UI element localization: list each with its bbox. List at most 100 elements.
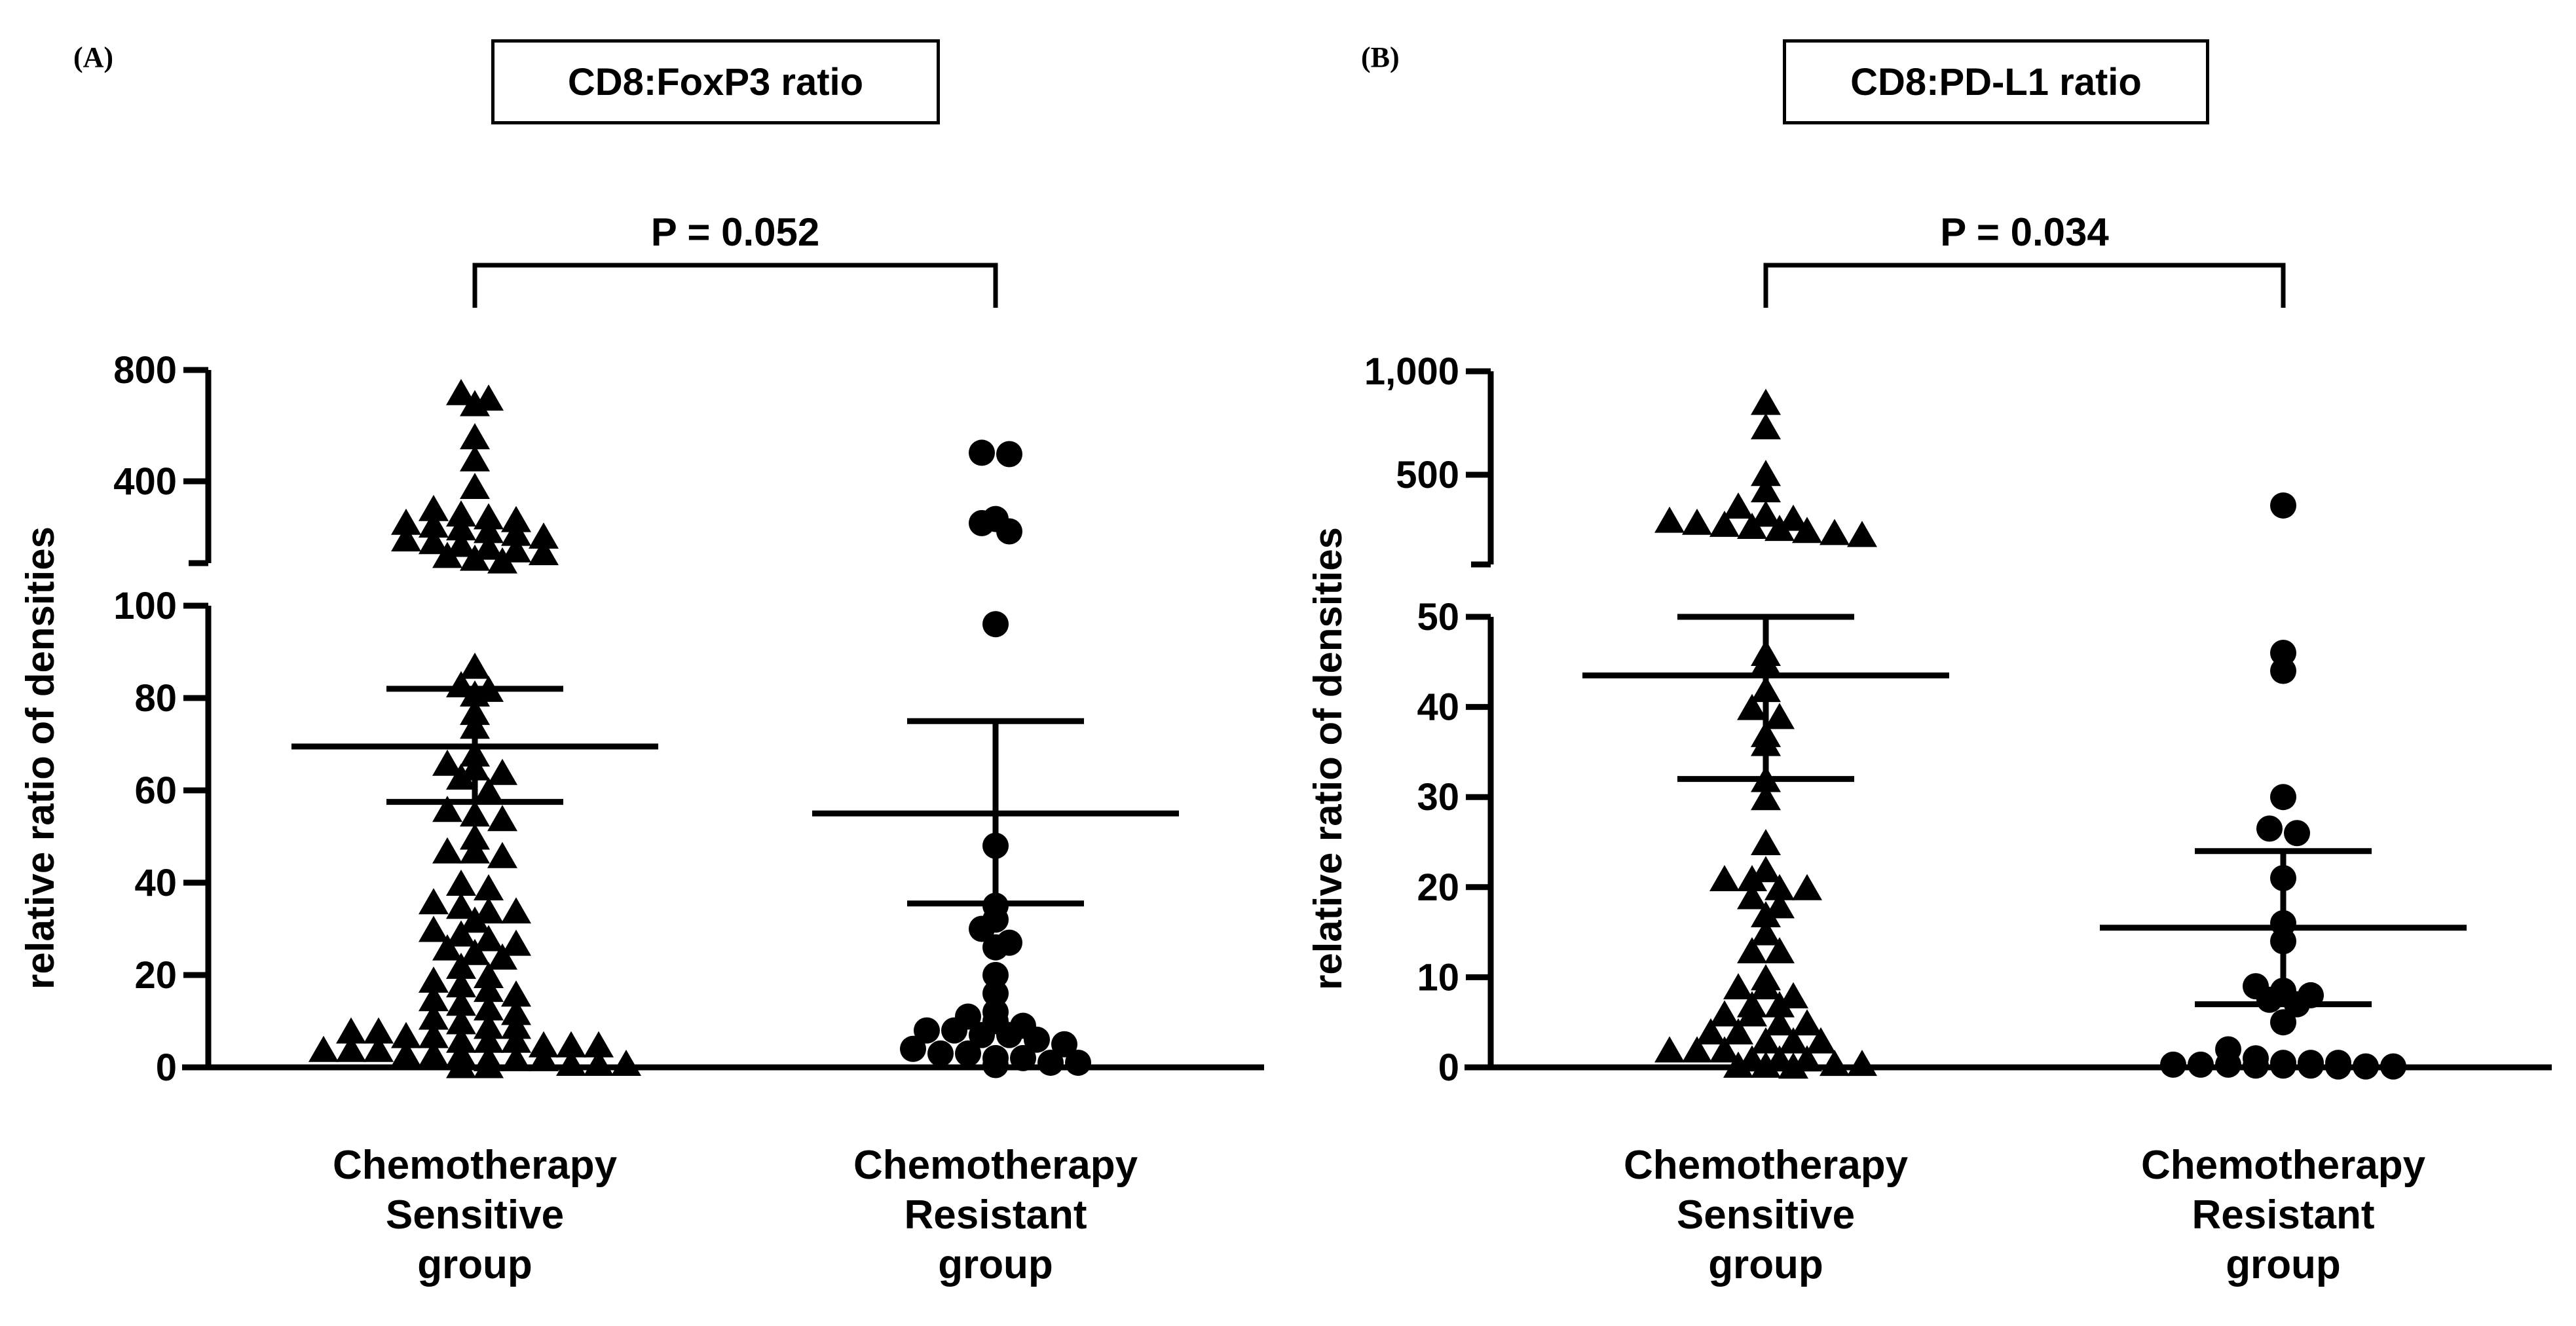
data-point-triangle xyxy=(446,514,476,541)
x-category-label-line: Resistant xyxy=(2192,1192,2374,1238)
x-category-label: Chemotherapy Sensitive group xyxy=(1624,1143,1909,1287)
data-point-triangle xyxy=(419,967,449,993)
data-point-circle xyxy=(955,1040,981,1067)
data-point-triangle xyxy=(584,1049,614,1076)
data-point-triangle xyxy=(1709,865,1740,892)
chart-title-a: CD8:FoxP3 ratio xyxy=(491,39,940,124)
data-point-triangle xyxy=(419,888,449,915)
data-point-triangle xyxy=(501,897,531,924)
y-tick-label: 500 xyxy=(1396,454,1459,496)
data-point-triangle xyxy=(501,519,531,546)
data-point-triangle xyxy=(446,893,476,919)
x-category-label-line: Chemotherapy xyxy=(2141,1143,2426,1188)
p-value-label: P = 0.052 xyxy=(651,210,819,254)
y-tick-label: 400 xyxy=(113,460,177,503)
x-category-label-line: Resistant xyxy=(904,1192,1087,1238)
data-point-triangle xyxy=(1751,1051,1781,1078)
x-category-label-line: group xyxy=(417,1242,532,1287)
data-point-circle xyxy=(2256,815,2283,842)
data-point-triangle xyxy=(529,539,559,566)
data-point-triangle xyxy=(556,1049,586,1076)
y-axis-label: relative ratio of densities xyxy=(1306,527,1350,990)
data-point-circle xyxy=(2256,986,2283,1013)
data-point-triangle xyxy=(501,929,531,956)
data-point-triangle xyxy=(474,1012,504,1039)
data-point-triangle xyxy=(446,500,476,527)
data-point-triangle xyxy=(1737,865,1767,892)
data-point-triangle xyxy=(474,777,504,803)
y-axis-label: relative ratio of densities xyxy=(18,526,62,989)
data-point-circle xyxy=(2215,1051,2241,1078)
data-point-triangle xyxy=(419,1022,449,1048)
data-point-circle xyxy=(2353,1053,2379,1080)
data-point-circle xyxy=(2188,1051,2214,1078)
x-category-label-line: Chemotherapy xyxy=(333,1143,618,1188)
data-point-triangle xyxy=(391,1040,421,1067)
data-point-triangle xyxy=(391,1022,421,1048)
data-point-triangle xyxy=(1820,519,1850,545)
data-point-triangle xyxy=(460,823,490,850)
data-point-triangle xyxy=(1737,883,1767,910)
data-point-triangle xyxy=(556,1031,586,1058)
data-point-triangle xyxy=(446,1026,476,1053)
data-point-triangle xyxy=(1737,937,1767,964)
data-point-triangle xyxy=(1764,874,1795,900)
data-point-triangle xyxy=(501,506,531,532)
y-tick-label: 0 xyxy=(1438,1046,1459,1089)
data-point-circle xyxy=(2270,784,2296,811)
data-point-triangle xyxy=(1792,1009,1822,1036)
data-point-triangle xyxy=(529,1031,559,1058)
data-point-triangle xyxy=(487,943,517,970)
data-point-circle xyxy=(914,1017,940,1044)
y-tick-label: 10 xyxy=(1417,956,1459,999)
data-point-triangle xyxy=(364,1035,394,1062)
chart-b: 0 10 20 30 40 50 500 1,000 relative ratio of den… xyxy=(1306,210,2552,1287)
data-point-triangle xyxy=(391,508,421,535)
data-point-triangle xyxy=(1778,504,1808,531)
data-point-circle xyxy=(2270,492,2296,519)
data-point-triangle xyxy=(474,962,504,988)
data-point-triangle xyxy=(1751,784,1781,811)
significance-bracket xyxy=(472,263,998,308)
data-point-circle xyxy=(2298,1052,2324,1079)
data-point-triangle xyxy=(1654,1036,1685,1063)
data-point-triangle xyxy=(1751,829,1781,855)
panel-letter-b: (B) xyxy=(1361,41,1400,73)
data-point-triangle xyxy=(336,1017,366,1044)
data-point-triangle xyxy=(432,934,462,961)
data-point-triangle xyxy=(460,390,490,416)
data-point-triangle xyxy=(1751,1027,1781,1054)
data-point-triangle xyxy=(529,1044,559,1071)
data-point-triangle xyxy=(446,1008,476,1035)
data-point-circle xyxy=(1051,1031,1077,1058)
data-point-triangle xyxy=(611,1049,641,1076)
data-point-triangle xyxy=(501,536,531,562)
data-point-triangle xyxy=(1723,973,1753,1000)
data-point-triangle xyxy=(1737,513,1767,539)
data-point-triangle xyxy=(474,976,504,1003)
p-value-label: P = 0.034 xyxy=(1940,210,2109,254)
data-point-triangle xyxy=(501,1044,531,1071)
data-point-circle xyxy=(900,1035,926,1062)
y-tick-label: 1,000 xyxy=(1364,350,1459,393)
data-point-triangle xyxy=(501,980,531,1007)
data-point-triangle xyxy=(1723,1018,1753,1044)
data-point-triangle xyxy=(1778,982,1808,1008)
data-point-triangle xyxy=(460,652,490,679)
panel-a: (A) CD8:FoxP3 ratio 0 20 40 60 80 100 400 800 re… xyxy=(18,39,1264,1287)
data-point-circle xyxy=(1065,1049,1091,1076)
data-point-triangle xyxy=(419,985,449,1012)
data-point-triangle xyxy=(474,925,504,951)
data-point-triangle xyxy=(336,1035,366,1062)
data-point-triangle xyxy=(474,994,504,1021)
data-point-triangle xyxy=(1709,1036,1740,1063)
x-category-label-line: Chemotherapy xyxy=(853,1143,1138,1188)
data-point-circle xyxy=(982,934,1009,961)
data-point-triangle xyxy=(1696,1018,1726,1044)
data-point-circle xyxy=(996,441,1022,468)
data-point-triangle xyxy=(1654,506,1685,533)
significance-bracket xyxy=(1763,263,2286,308)
data-point-triangle xyxy=(1806,1027,1836,1054)
data-point-circle xyxy=(2243,1052,2269,1079)
data-point-triangle xyxy=(1751,388,1781,415)
